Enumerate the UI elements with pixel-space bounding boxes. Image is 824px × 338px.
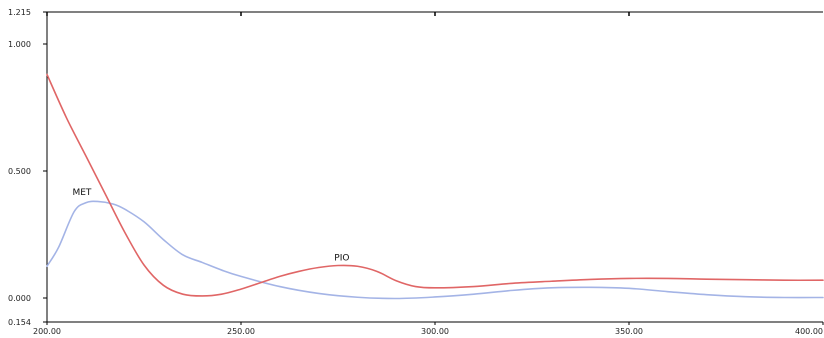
x-tick-label: 350.00	[615, 327, 643, 336]
y-tick-label: 0.154	[8, 318, 31, 327]
y-tick-label: 1.000	[8, 40, 31, 49]
x-tick-label: 200.00	[33, 327, 61, 336]
x-tick-label: 400.00	[795, 327, 823, 336]
series-line-met	[46, 200, 824, 300]
y-tick-label: 0.500	[8, 167, 31, 176]
y-tick-label: 0.000	[8, 294, 31, 303]
x-tick-label: 250.00	[227, 327, 255, 336]
annotation-met: MET	[72, 188, 91, 198]
x-tick-label: 300.00	[421, 327, 449, 336]
annotation-pio: PIO	[334, 253, 349, 263]
series-line-pio	[46, 73, 824, 297]
y-tick-label: 1.215	[8, 8, 31, 17]
